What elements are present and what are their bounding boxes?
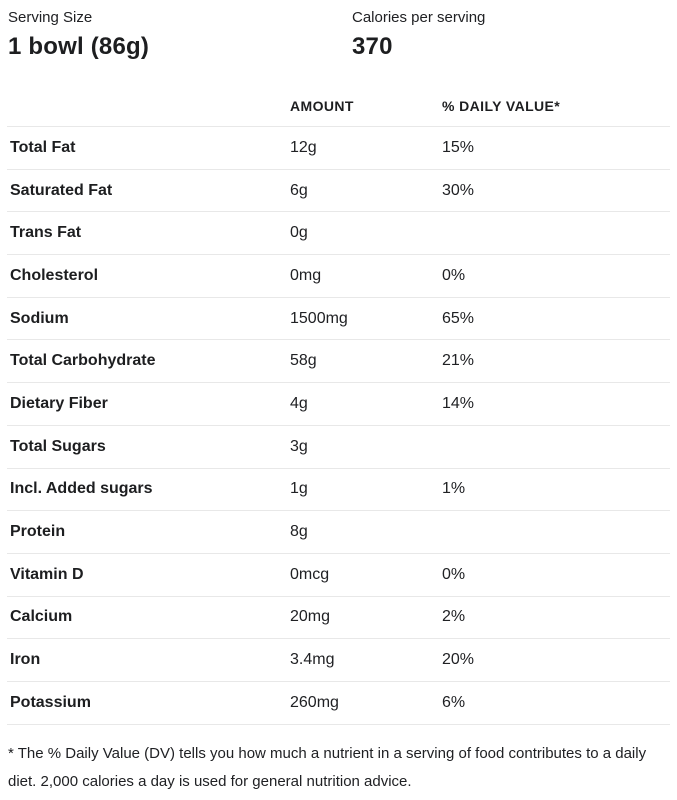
table-body: Total Fat 12g 15% Saturated Fat 6g 30% T… — [7, 127, 670, 725]
nutrient-daily-value: 6% — [442, 693, 466, 711]
nutrient-name: Incl. Added sugars — [10, 480, 153, 498]
nutrient-name: Vitamin D — [10, 565, 84, 583]
nutrient-name: Saturated Fat — [10, 181, 113, 199]
table-row: Dietary Fiber 4g 14% — [7, 383, 670, 426]
nutrient-amount: 4g — [290, 394, 308, 412]
serving-size-block: Serving Size 1 bowl (86g) — [8, 8, 669, 61]
table-row: Total Sugars 3g — [7, 426, 670, 469]
nutrient-amount: 20mg — [290, 608, 331, 626]
table-row: Incl. Added sugars 1g 1% — [7, 469, 670, 512]
nutrient-amount: 1g — [290, 480, 308, 498]
nutrient-amount: 3.4mg — [290, 651, 335, 669]
nutrient-daily-value: 0% — [442, 266, 466, 284]
serving-size-value: 1 bowl (86g) — [8, 33, 150, 60]
serving-header: Serving Size 1 bowl (86g) Calories per s… — [0, 0, 677, 86]
nutrients-table: AMOUNT % DAILY VALUE* Total Fat 12g 15% … — [7, 86, 670, 725]
nutrient-name: Dietary Fiber — [10, 394, 108, 412]
table-row: Potassium 260mg 6% — [7, 682, 670, 725]
nutrient-amount: 0mg — [290, 266, 322, 284]
nutrient-name: Total Sugars — [10, 437, 106, 455]
table-row: Total Carbohydrate 58g 21% — [7, 340, 670, 384]
nutrient-name: Total Fat — [10, 138, 76, 156]
nutrient-amount: 8g — [290, 523, 308, 541]
nutrient-amount: 260mg — [290, 693, 339, 711]
table-row: Vitamin D 0mcg 0% — [7, 554, 670, 597]
nutrient-amount: 0mcg — [290, 565, 330, 583]
nutrient-amount: 1500mg — [290, 309, 348, 327]
nutrient-amount: 58g — [290, 352, 317, 370]
nutrient-daily-value: 30% — [442, 181, 475, 199]
nutrient-name: Cholesterol — [10, 266, 99, 284]
table-row: Calcium 20mg 2% — [7, 597, 670, 640]
daily-value-column-header: % DAILY VALUE* — [442, 98, 561, 114]
nutrient-daily-value: 20% — [442, 651, 475, 669]
nutrient-daily-value: 2% — [442, 608, 466, 626]
table-row: Sodium 1500mg 65% — [7, 298, 670, 341]
nutrient-daily-value: 21% — [442, 352, 475, 370]
nutrient-name: Trans Fat — [10, 224, 82, 242]
nutrient-daily-value: 15% — [442, 138, 475, 156]
nutrient-name: Iron — [10, 651, 41, 669]
table-row: Trans Fat 0g — [7, 212, 670, 256]
calories-value: 370 — [352, 33, 393, 60]
calories-label: Calories per serving — [352, 9, 486, 26]
nutrient-amount: 12g — [290, 138, 317, 156]
serving-size-label: Serving Size — [8, 9, 93, 26]
nutrient-name: Protein — [10, 523, 66, 541]
nutrient-amount: 3g — [290, 437, 308, 455]
nutrient-name: Total Carbohydrate — [10, 352, 156, 370]
nutrient-daily-value: 1% — [442, 480, 466, 498]
daily-value-footnote: * The % Daily Value (DV) tells you how m… — [8, 744, 647, 790]
nutrient-amount: 6g — [290, 181, 308, 199]
nutrient-daily-value: 65% — [442, 309, 475, 327]
table-row: Iron 3.4mg 20% — [7, 639, 670, 682]
nutrient-name: Potassium — [10, 693, 91, 711]
nutrient-daily-value: 14% — [442, 394, 475, 412]
table-row: Saturated Fat 6g 30% — [7, 170, 670, 213]
table-header-row: AMOUNT % DAILY VALUE* — [7, 86, 670, 127]
nutrient-name: Calcium — [10, 608, 73, 626]
table-row: Protein 8g — [7, 511, 670, 554]
table-row: Total Fat 12g 15% — [7, 127, 670, 170]
nutrient-name: Sodium — [10, 309, 69, 327]
table-row: Cholesterol 0mg 0% — [7, 255, 670, 298]
amount-column-header: AMOUNT — [290, 98, 354, 114]
nutrient-daily-value: 0% — [442, 565, 466, 583]
calories-block: Calories per serving 370 — [352, 8, 485, 61]
nutrient-amount: 0g — [290, 224, 308, 242]
